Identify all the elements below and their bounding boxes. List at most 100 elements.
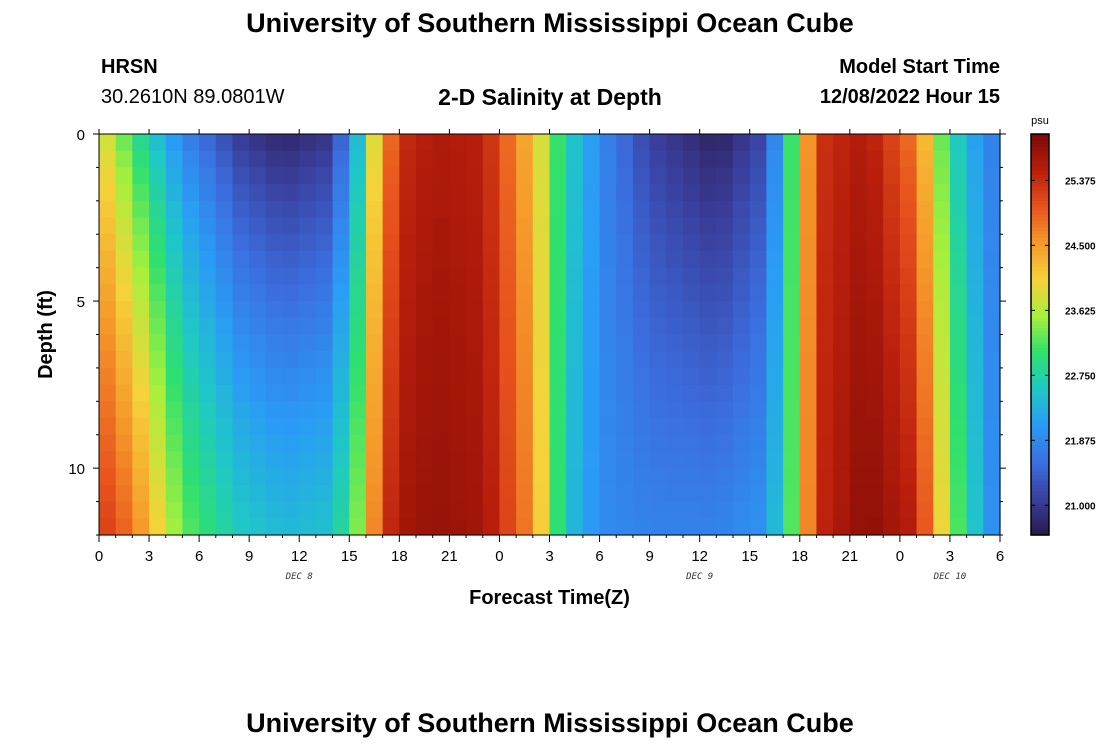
x-tick-label: 0 bbox=[495, 548, 503, 565]
heatmap-cell bbox=[883, 434, 901, 453]
heatmap-cell bbox=[766, 217, 784, 235]
colorbar-segment bbox=[1031, 351, 1049, 356]
heatmap-cell bbox=[766, 468, 784, 486]
heatmap-cell bbox=[416, 384, 434, 402]
heatmap-cell bbox=[382, 200, 400, 219]
colorbar-segment bbox=[1031, 424, 1049, 429]
heatmap-cell bbox=[332, 317, 350, 336]
heatmap-cell bbox=[449, 167, 467, 185]
heatmap-cell bbox=[115, 184, 133, 202]
heatmap-cell bbox=[783, 468, 801, 486]
heatmap-cell bbox=[516, 167, 534, 185]
heatmap-cell bbox=[149, 150, 167, 169]
heatmap-cell bbox=[582, 234, 601, 252]
heatmap-cell bbox=[866, 234, 884, 252]
heatmap-cell bbox=[382, 317, 400, 336]
heatmap-cell bbox=[949, 384, 968, 402]
heatmap-cell bbox=[716, 384, 734, 402]
heatmap-cell bbox=[966, 418, 984, 436]
heatmap-cell bbox=[365, 334, 384, 352]
heatmap-cell bbox=[466, 234, 484, 252]
heatmap-cell bbox=[833, 518, 851, 536]
heatmap-cell bbox=[332, 267, 350, 285]
colorbar-segment bbox=[1031, 354, 1049, 359]
heatmap-cell bbox=[766, 518, 784, 536]
heatmap-cell bbox=[232, 284, 250, 302]
colorbar-segment bbox=[1031, 418, 1049, 422]
heatmap-cell bbox=[332, 401, 350, 419]
heatmap-cell bbox=[783, 134, 801, 152]
heatmap-cell bbox=[899, 434, 918, 453]
heatmap-cell bbox=[549, 134, 567, 152]
heatmap-cell bbox=[282, 317, 300, 336]
heatmap-cell bbox=[849, 234, 868, 252]
heatmap-cell bbox=[666, 217, 684, 235]
heatmap-cell bbox=[966, 334, 984, 352]
heatmap-cell bbox=[382, 250, 400, 269]
heatmap-cell bbox=[416, 351, 434, 369]
colorbar-segment bbox=[1031, 504, 1049, 509]
x-tick-label: 3 bbox=[545, 548, 553, 565]
heatmap-cell bbox=[532, 484, 551, 503]
heatmap-cell bbox=[649, 468, 667, 486]
heatmap-cell bbox=[499, 334, 517, 352]
heatmap-cell bbox=[466, 217, 484, 235]
heatmap-cell bbox=[416, 401, 434, 419]
heatmap-cell bbox=[249, 351, 267, 369]
heatmap-cell bbox=[599, 267, 617, 285]
heatmap-cell bbox=[582, 451, 601, 469]
heatmap-cell bbox=[899, 351, 918, 369]
heatmap-cell bbox=[783, 317, 801, 336]
heatmap-cell bbox=[582, 367, 601, 386]
heatmap-cell bbox=[482, 150, 501, 169]
heatmap-cell bbox=[666, 468, 684, 486]
heatmap-cell bbox=[799, 184, 818, 202]
heatmap-cell bbox=[632, 250, 651, 269]
heatmap-cell bbox=[733, 468, 751, 486]
heatmap-cell bbox=[949, 184, 968, 202]
heatmap-cell bbox=[332, 184, 350, 202]
heatmap-cell bbox=[699, 250, 717, 269]
heatmap-cell bbox=[432, 234, 450, 252]
heatmap-cell bbox=[299, 468, 317, 486]
heatmap-cell bbox=[182, 518, 200, 536]
heatmap-cell bbox=[282, 451, 300, 469]
heatmap-cell bbox=[199, 518, 217, 536]
heatmap-cell bbox=[616, 234, 634, 252]
heatmap-cell bbox=[215, 217, 234, 235]
colorbar-segment bbox=[1031, 394, 1049, 399]
heatmap-cell bbox=[899, 334, 918, 352]
heatmap-cell bbox=[399, 150, 417, 169]
heatmap-cell bbox=[432, 134, 450, 152]
date-label: DEC 10 bbox=[933, 572, 967, 582]
heatmap-cell bbox=[933, 284, 951, 302]
colorbar-segment bbox=[1031, 431, 1049, 436]
heatmap-cell bbox=[349, 401, 367, 419]
heatmap-cell bbox=[115, 334, 133, 352]
heatmap-cell bbox=[599, 351, 617, 369]
heatmap-cell bbox=[733, 384, 751, 402]
heatmap-cell bbox=[582, 284, 601, 302]
heatmap-cell bbox=[149, 334, 167, 352]
colorbar-segment bbox=[1031, 518, 1049, 523]
heatmap-cell bbox=[816, 468, 834, 486]
heatmap-cell bbox=[365, 184, 384, 202]
heatmap-cell bbox=[365, 301, 384, 319]
x-tick-label: 6 bbox=[195, 548, 203, 565]
heatmap-cell bbox=[699, 317, 717, 336]
heatmap-cell bbox=[382, 351, 400, 369]
heatmap-cell bbox=[816, 217, 834, 235]
heatmap-cell bbox=[649, 351, 667, 369]
heatmap-cell bbox=[582, 501, 601, 519]
heatmap-cell bbox=[783, 401, 801, 419]
heatmap-cell bbox=[949, 434, 968, 453]
heatmap-cell bbox=[532, 184, 551, 202]
heatmap-cell bbox=[766, 301, 784, 319]
heatmap-cell bbox=[816, 401, 834, 419]
colorbar-segment bbox=[1031, 468, 1049, 473]
heatmap-cell bbox=[282, 351, 300, 369]
heatmap-cell bbox=[532, 234, 551, 252]
heatmap-cell bbox=[649, 134, 667, 152]
heatmap-cell bbox=[315, 200, 334, 219]
heatmap-cell bbox=[466, 451, 484, 469]
